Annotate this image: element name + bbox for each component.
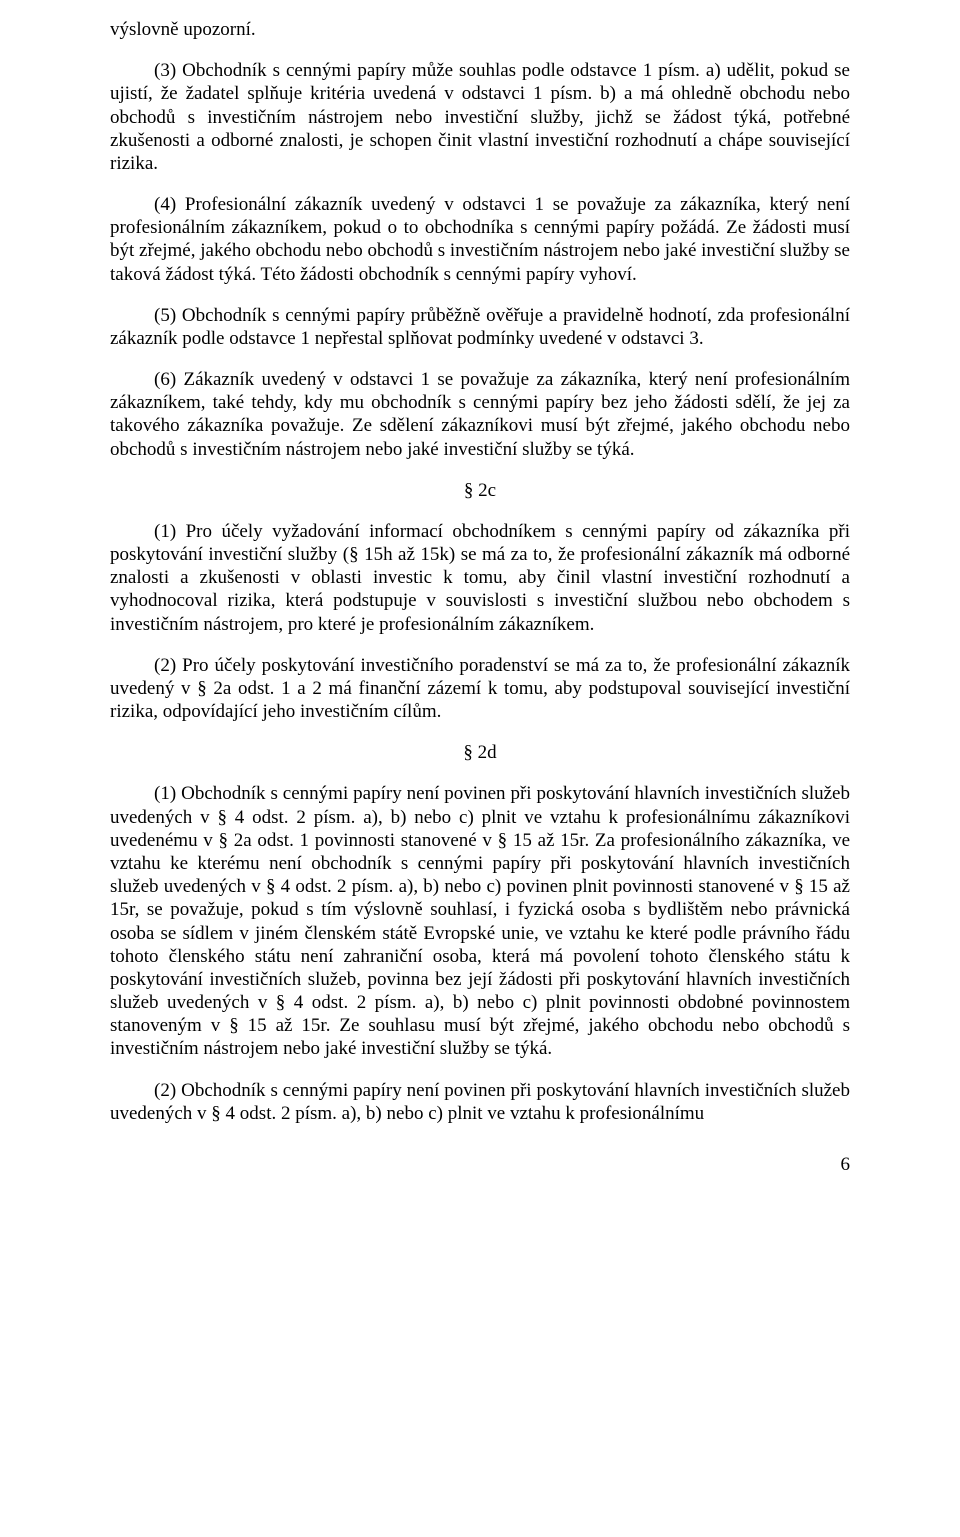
document-page: výslovně upozorní. (3) Obchodník s cenný…: [0, 0, 960, 1537]
paragraph-6: (6) Zákazník uvedený v odstavci 1 se pov…: [110, 368, 850, 461]
section-2d-paragraph-1: (1) Obchodník s cennými papíry není povi…: [110, 782, 850, 1060]
paragraph-5: (5) Obchodník s cennými papíry průběžně …: [110, 304, 850, 350]
page-number: 6: [110, 1153, 850, 1176]
paragraph-3: (3) Obchodník s cennými papíry může souh…: [110, 59, 850, 175]
paragraph-4: (4) Profesionální zákazník uvedený v ods…: [110, 193, 850, 286]
section-2d-paragraph-2: (2) Obchodník s cennými papíry není povi…: [110, 1079, 850, 1125]
section-2c-paragraph-1: (1) Pro účely vyžadování informací obcho…: [110, 520, 850, 636]
section-2c-paragraph-2: (2) Pro účely poskytování investičního p…: [110, 654, 850, 724]
paragraph-continuation: výslovně upozorní.: [110, 18, 850, 41]
section-2d-label: § 2d: [110, 741, 850, 764]
section-2c-label: § 2c: [110, 479, 850, 502]
